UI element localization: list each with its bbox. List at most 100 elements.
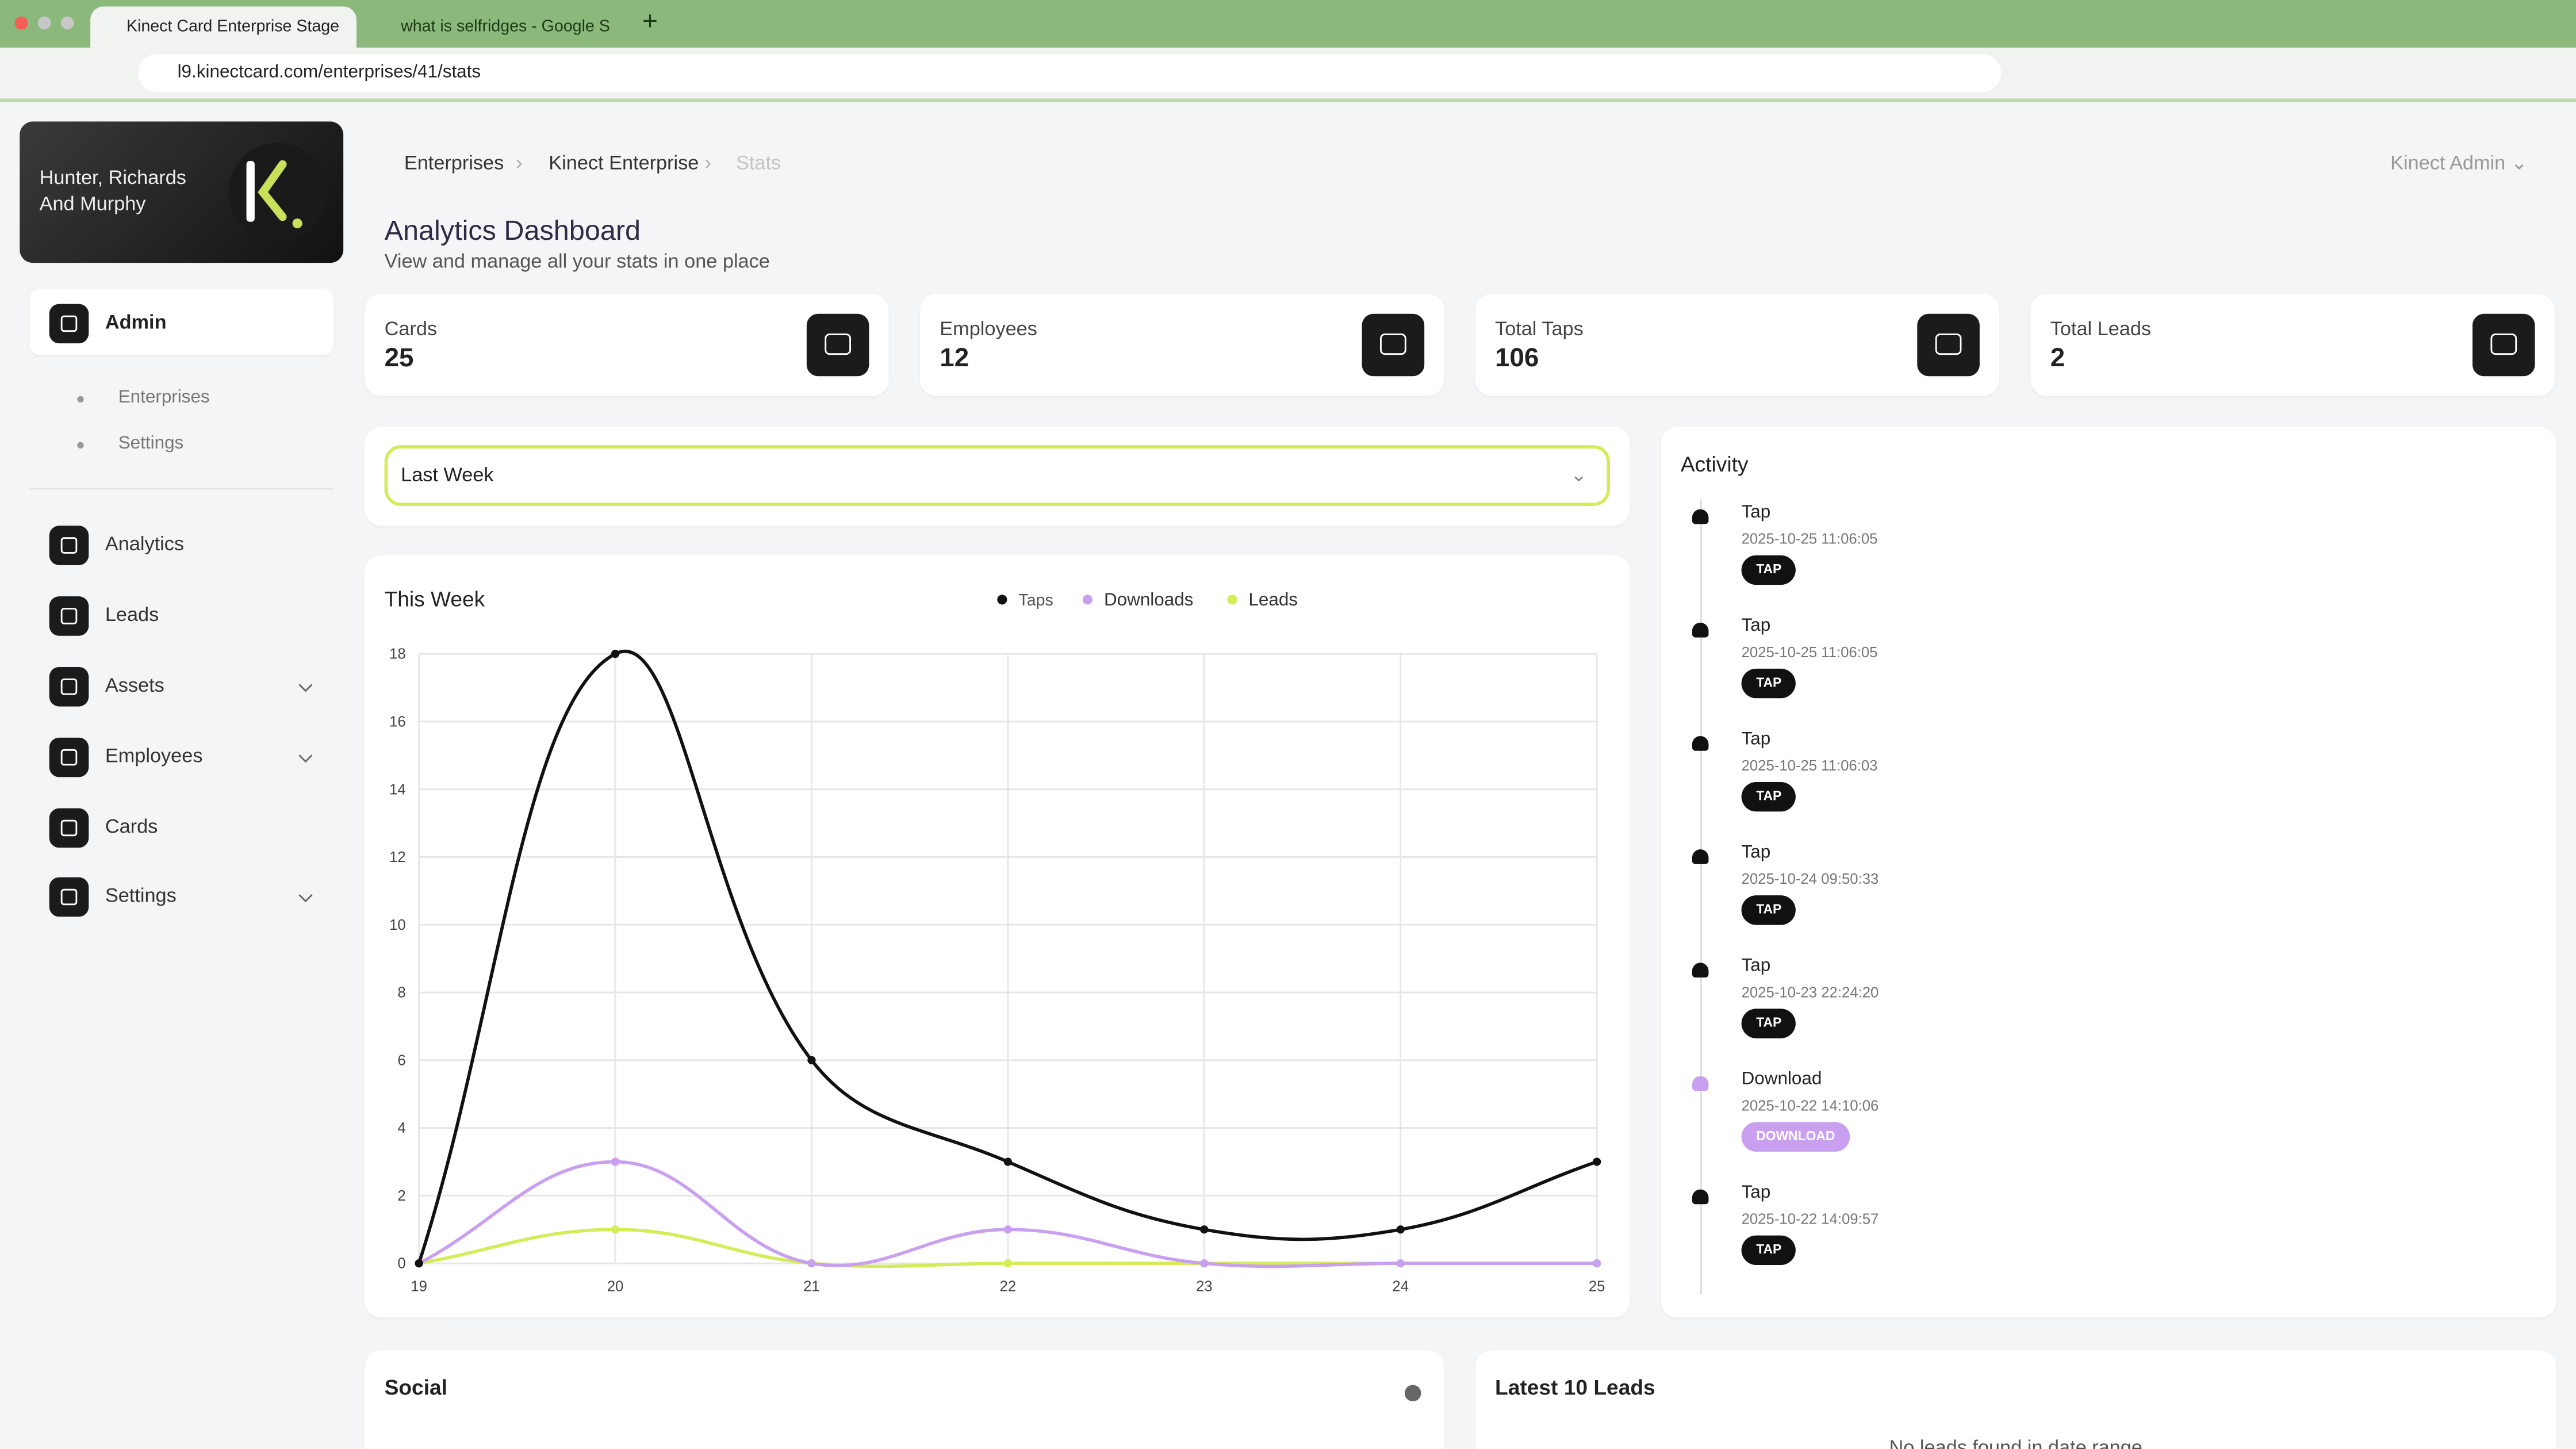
y-tick-label: 12 <box>389 849 406 865</box>
timeline <box>1700 499 1702 1295</box>
activity-time: 2025-10-25 11:06:05 <box>1741 530 1878 547</box>
activity-badge: TAP <box>1741 782 1797 812</box>
y-tick-label: 4 <box>397 1120 405 1136</box>
nav-admin[interactable]: Admin <box>29 289 334 355</box>
user-menu[interactable]: Kinect Admin ⌄ <box>2390 151 2528 174</box>
tab-title: Kinect Card Enterprise Stage <box>126 18 340 36</box>
nav-item[interactable]: Settings <box>29 862 334 928</box>
x-tick-label: 23 <box>1196 1279 1213 1295</box>
data-point <box>1200 1259 1209 1268</box>
leads-empty: No leads found in date range <box>1889 1436 2142 1449</box>
nav-label: Assets <box>105 673 164 697</box>
nav-label: Admin <box>105 310 167 334</box>
activity-time: 2025-10-25 11:06:03 <box>1741 757 1878 774</box>
stat-card: Cards 25 <box>365 294 889 396</box>
activity-icon <box>1692 509 1709 524</box>
data-point <box>1396 1259 1405 1268</box>
series-line <box>417 650 1598 1264</box>
activity-list: Tap 2025-10-25 11:06:05 TAP Tap 2025-10-25 1… <box>1661 427 2556 1318</box>
range-select[interactable]: Last Week ⌄ <box>384 445 1610 506</box>
page-subtitle: View and manage all your stats in one pl… <box>384 250 770 273</box>
stat-card: Total Leads 2 <box>2030 294 2555 396</box>
max-dot[interactable] <box>60 16 74 30</box>
stat-value: 2 <box>2050 345 2065 373</box>
stat-value: 106 <box>1495 345 1539 373</box>
brand-logo <box>228 143 327 241</box>
close-dot[interactable] <box>14 16 28 30</box>
info-icon[interactable] <box>1404 1385 1421 1402</box>
breadcrumb[interactable]: Kinect Enterprise <box>549 151 699 174</box>
url: l9.kinectcard.com/enterprises/41/stats <box>177 62 481 82</box>
activity-badge: TAP <box>1741 668 1797 699</box>
nav-item[interactable]: Analytics <box>29 511 334 577</box>
range-value: Last Week <box>401 463 494 486</box>
y-tick-label: 6 <box>397 1052 405 1068</box>
social-card: Social <box>365 1350 1444 1449</box>
legend-label: Taps <box>1018 591 1053 610</box>
tab[interactable]: Kinect Card Enterprise Stage <box>90 6 356 48</box>
x-tick-label: 21 <box>803 1279 820 1295</box>
legend-label: Leads <box>1248 589 1298 610</box>
x-tick-label: 22 <box>1000 1279 1017 1295</box>
y-tick-label: 16 <box>389 714 406 730</box>
leads-card: Latest 10 Leads No leads found in date r… <box>1475 1350 2556 1449</box>
legend-marker <box>997 595 1007 605</box>
breadcrumb-sep: › <box>704 151 712 174</box>
y-tick-label: 14 <box>389 781 406 798</box>
x-tick-label: 25 <box>1589 1279 1605 1295</box>
activity-icon <box>1692 963 1709 977</box>
y-tick-label: 0 <box>397 1256 405 1272</box>
data-point <box>1003 1225 1012 1234</box>
data-point <box>1593 1259 1601 1268</box>
activity-time: 2025-10-22 14:09:57 <box>1741 1210 1879 1228</box>
activity-badge: TAP <box>1741 555 1797 585</box>
stat-card: Employees 12 <box>920 294 1444 396</box>
data-point <box>1396 1225 1405 1234</box>
data-point <box>1003 1259 1012 1268</box>
legend-marker <box>1082 595 1092 605</box>
activity-title: Activity <box>1680 451 1749 477</box>
activity-badge: DOWNLOAD <box>1741 1122 1850 1152</box>
nav-label: Analytics <box>105 532 185 555</box>
activity-card: Activity Tap 2025-10-25 11:06:05 TAP Tap 202… <box>1661 427 2556 1318</box>
chart: This Week Taps Downloads Leads0246810121416… <box>385 586 1605 1295</box>
data-point <box>415 1259 423 1268</box>
activity-time: 2025-10-24 09:50:33 <box>1741 871 1879 887</box>
activity-title: Tap <box>1741 956 1771 976</box>
min-dot[interactable] <box>37 16 51 30</box>
brand-name: Hunter, Richards And Murphy <box>39 166 186 216</box>
brand-card[interactable]: Hunter, Richards And Murphy <box>20 121 344 263</box>
data-point <box>611 1225 620 1234</box>
legend-label: Downloads <box>1104 589 1193 610</box>
nav-item[interactable]: Cards <box>29 793 334 859</box>
data-point <box>1003 1157 1012 1166</box>
data-point <box>1200 1225 1209 1234</box>
data-point <box>611 1157 620 1166</box>
tab-bar: Kinect Card Enterprise Stage what is sel… <box>0 0 2576 48</box>
user-name: Kinect Admin <box>2390 151 2506 174</box>
nav-sub[interactable]: Enterprises <box>77 388 210 408</box>
new-tab[interactable]: + <box>642 8 658 36</box>
activity-badge: TAP <box>1741 895 1797 925</box>
tab[interactable]: what is selfridges - Google S <box>365 6 627 47</box>
stat-label: Employees <box>940 317 1037 340</box>
activity-icon <box>1692 1189 1709 1205</box>
y-tick-label: 10 <box>389 917 406 933</box>
y-tick-label: 18 <box>389 646 406 662</box>
nav-label: Leads <box>105 603 159 626</box>
breadcrumb[interactable]: Enterprises <box>404 151 504 174</box>
chart-title: This Week <box>385 586 485 611</box>
page-title: Analytics Dashboard <box>384 215 641 247</box>
nav-item[interactable]: Assets <box>29 652 334 718</box>
nav-item[interactable]: Leads <box>29 581 334 647</box>
activity-time: 2025-10-25 11:06:05 <box>1741 644 1878 661</box>
stat-value: 25 <box>384 345 414 373</box>
y-tick-label: 8 <box>397 985 405 1001</box>
nav-sub[interactable]: Settings <box>77 434 184 454</box>
nav-item[interactable]: Employees <box>29 723 334 788</box>
stat-label: Total Leads <box>2050 317 2152 340</box>
address-bar[interactable]: l9.kinectcard.com/enterprises/41/stats <box>138 54 2001 92</box>
stat-label: Cards <box>384 317 438 340</box>
data-point <box>1593 1157 1601 1166</box>
